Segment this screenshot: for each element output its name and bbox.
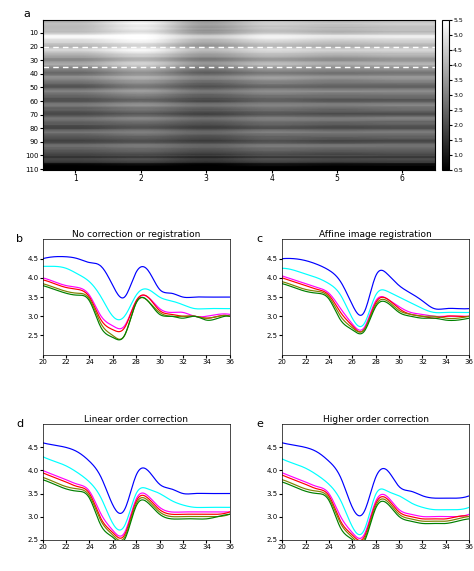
Text: b: b: [17, 234, 24, 244]
Text: e: e: [256, 419, 263, 429]
Title: Linear order correction: Linear order correction: [84, 415, 188, 424]
Title: No correction or registration: No correction or registration: [72, 230, 201, 239]
Text: d: d: [17, 419, 24, 429]
Text: c: c: [256, 234, 262, 244]
Title: Affine image registration: Affine image registration: [319, 230, 432, 239]
Title: Higher order correction: Higher order correction: [323, 415, 428, 424]
Text: a: a: [23, 9, 30, 19]
